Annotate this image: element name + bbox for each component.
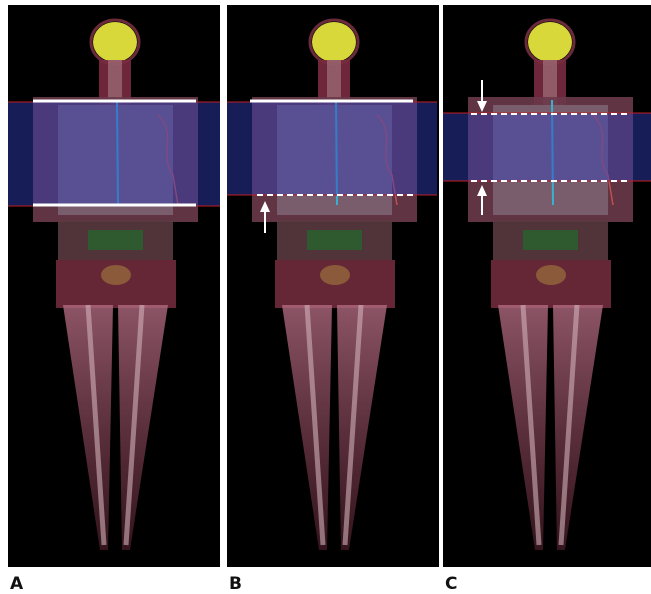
panel-label: A <box>10 574 24 594</box>
panel-b <box>227 5 439 567</box>
figure-svg: A B C <box>0 0 651 594</box>
panel-label: C <box>445 574 457 594</box>
figure: A B C <box>0 0 651 594</box>
panel-a <box>8 5 220 567</box>
panel-c <box>443 5 651 567</box>
panel-label: B <box>229 574 242 594</box>
